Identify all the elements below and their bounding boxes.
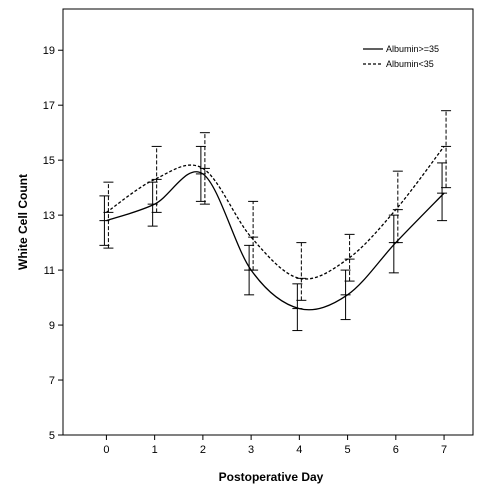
x-axis-title: Postoperative Day <box>219 470 324 484</box>
y-tick-label: 17 <box>43 100 55 112</box>
x-tick-label: 1 <box>152 444 158 456</box>
y-axis-title: White Cell Count <box>16 174 30 270</box>
legend-label-albumin-low: Albumin<35 <box>386 59 434 69</box>
x-tick-label: 4 <box>296 444 302 456</box>
error-bar <box>437 162 448 222</box>
error-bar <box>441 110 452 189</box>
error-bar <box>292 283 303 332</box>
series-line-albumin-high <box>106 171 445 311</box>
error-bar <box>344 233 355 282</box>
y-tick-label: 15 <box>43 155 55 167</box>
legend-label-albumin-high: Albumin>=35 <box>386 44 439 54</box>
y-tick-label: 9 <box>49 320 55 332</box>
x-tick-label: 6 <box>393 444 399 456</box>
error-bar <box>103 181 114 249</box>
error-bar <box>340 269 351 321</box>
error-bar <box>248 200 259 271</box>
error-bar <box>99 195 110 246</box>
x-tick-label: 2 <box>200 444 206 456</box>
y-tick-label: 11 <box>44 265 55 277</box>
y-tick-label: 5 <box>49 430 55 442</box>
y-axis: 5 7 9 11 13 15 17 19 <box>43 45 63 442</box>
series-layer <box>106 146 445 311</box>
error-bar <box>147 181 158 227</box>
x-tick-label: 5 <box>345 444 351 456</box>
x-axis: 0 1 2 3 4 5 6 7 <box>103 435 447 456</box>
y-tick-label: 7 <box>49 375 55 387</box>
legend: Albumin>=35 Albumin<35 <box>363 44 439 69</box>
x-tick-label: 7 <box>441 444 447 456</box>
plot-frame <box>62 8 474 436</box>
error-bars <box>99 110 452 332</box>
error-bar <box>151 145 162 213</box>
y-tick-label: 19 <box>43 45 55 57</box>
y-tick-label: 13 <box>43 210 55 222</box>
series-line-albumin-low <box>106 146 445 280</box>
error-bar <box>195 145 206 202</box>
error-bar <box>392 170 403 244</box>
x-tick-label: 3 <box>248 444 254 456</box>
x-tick-label: 0 <box>103 444 109 456</box>
error-bar <box>296 242 307 301</box>
error-bar <box>199 132 210 205</box>
